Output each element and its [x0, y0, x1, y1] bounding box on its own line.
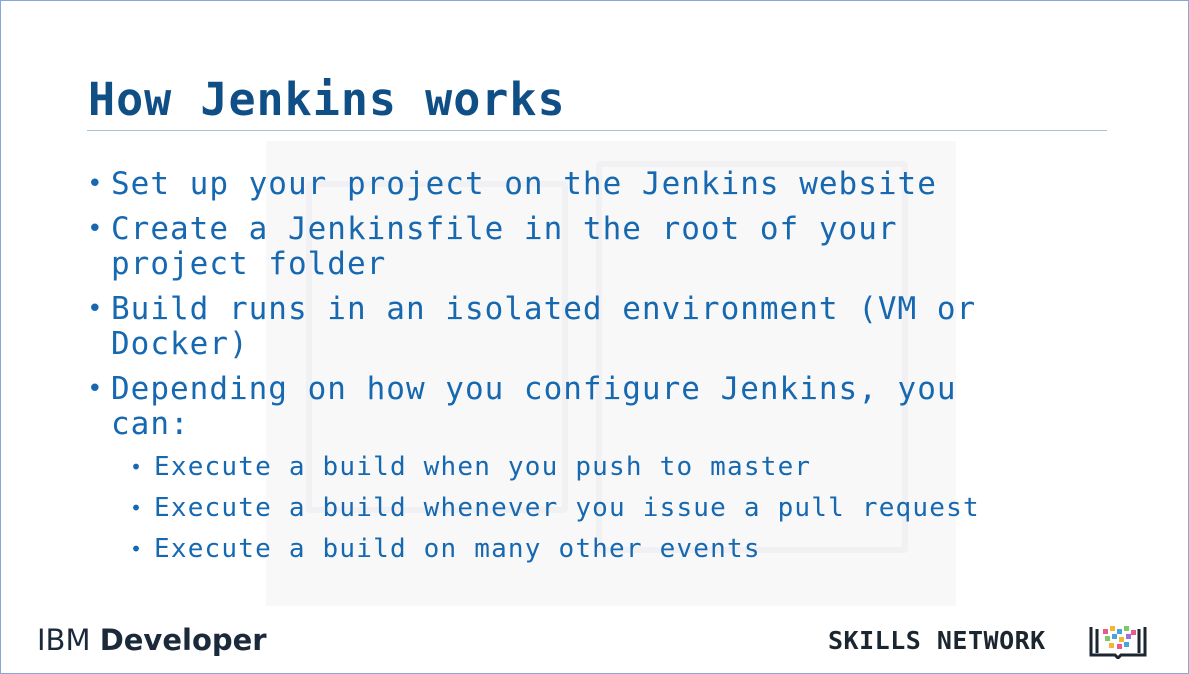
sub-bullet-dot: • [130, 537, 144, 561]
sub-bullet-text: Execute a build when you push to master [154, 452, 812, 482]
sub-bullet-item: • Execute a build on many other events [130, 534, 1090, 564]
bullet-dot: • [87, 214, 104, 244]
sub-bullet-list: • Execute a build when you push to maste… [130, 452, 1090, 575]
bullet-text: Depending on how you configure Jenkins, … [111, 371, 957, 442]
book-pixels-icon [1089, 626, 1147, 659]
bullet-list: • Set up your project on the Jenkins web… [87, 167, 1127, 452]
bullet-text: Build runs in an isolated environment (V… [111, 291, 977, 362]
sub-bullet-item: • Execute a build when you push to maste… [130, 452, 1090, 482]
bullet-dot: • [87, 374, 104, 404]
sub-bullet-text: Execute a build on many other events [154, 534, 761, 564]
sub-bullet-text: Execute a build whenever you issue a pul… [154, 493, 980, 523]
bullet-dot: • [87, 294, 104, 324]
bullet-item: • Build runs in an isolated environment … [87, 292, 1056, 362]
bullet-item: • Create a Jenkinsfile in the root of yo… [87, 212, 961, 282]
skills-network-label: SKILLS NETWORK [828, 626, 1046, 655]
title-divider [87, 130, 1107, 131]
background-watermark [266, 141, 956, 606]
sub-bullet-dot: • [130, 455, 144, 479]
ibm-developer-logo: IBM Developer [37, 623, 267, 657]
bullet-item: • Depending on how you configure Jenkins… [87, 372, 1041, 442]
developer-logo-text: Developer [99, 623, 267, 657]
sub-bullet-item: • Execute a build whenever you issue a p… [130, 493, 1090, 523]
bullet-item: • Set up your project on the Jenkins web… [87, 167, 1127, 202]
sub-bullet-dot: • [130, 496, 144, 520]
bullet-text: Set up your project on the Jenkins websi… [111, 166, 937, 202]
slide-title: How Jenkins works [88, 73, 566, 126]
bullet-dot: • [87, 169, 104, 199]
bullet-text: Create a Jenkinsfile in the root of your… [111, 211, 898, 282]
ibm-logo-text: IBM [37, 623, 91, 657]
